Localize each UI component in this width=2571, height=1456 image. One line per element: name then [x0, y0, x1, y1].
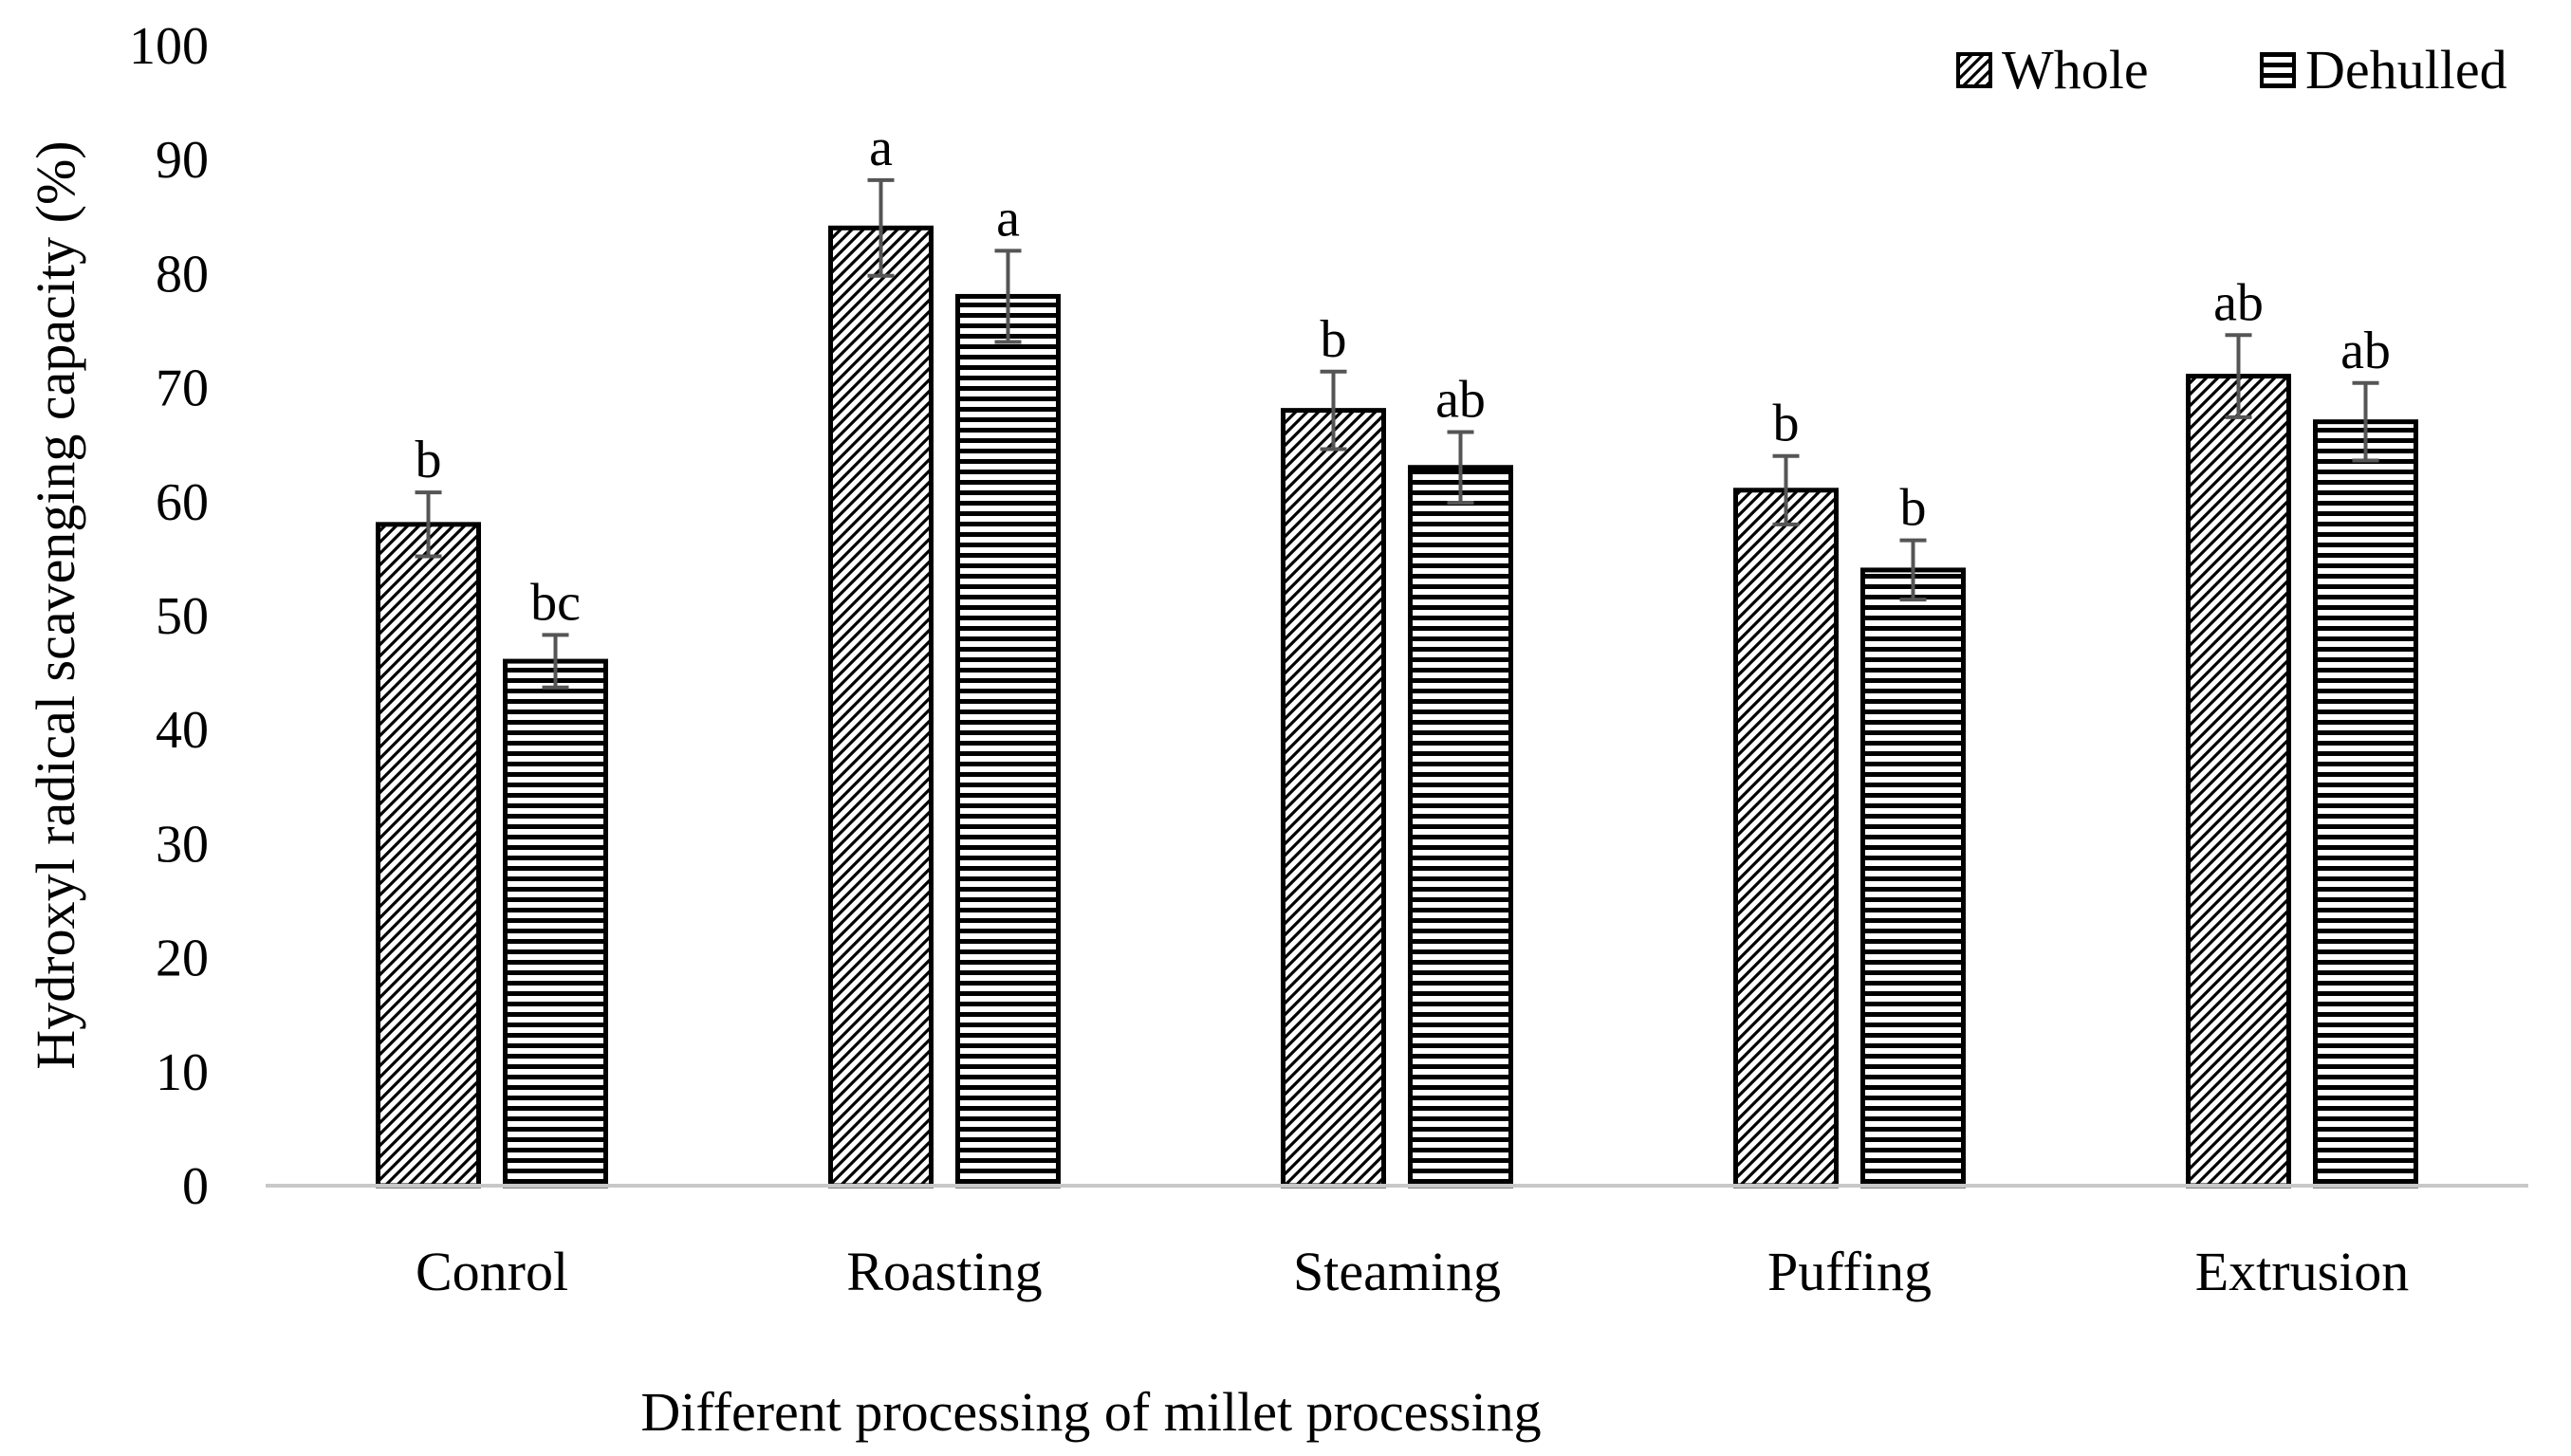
- bar-whole-conrol: [376, 522, 481, 1189]
- category-label-roasting: Roasting: [846, 1241, 1042, 1302]
- bar-whole-steaming: [1281, 408, 1386, 1189]
- significance-label-dehulled-puffing: b: [1900, 479, 1927, 538]
- y-tick-label-10: 10: [156, 1043, 209, 1102]
- y-tick-label-90: 90: [156, 131, 209, 190]
- bar-dehulled-extrusion: [2313, 419, 2418, 1189]
- legend-label-dehulled: Dehulled: [2305, 39, 2507, 101]
- bar-dehulled-conrol: [503, 658, 608, 1189]
- y-tick-label-20: 20: [156, 930, 209, 988]
- legend: Whole Dehulled: [1956, 39, 2507, 101]
- y-axis-ticks: 0 10 20 30 40 50 60 70 80 90 100: [129, 17, 209, 1216]
- x-axis-categories: Conrol Roasting Steaming Puffing Extrusion: [416, 1241, 2409, 1302]
- y-tick-label-0: 0: [182, 1157, 209, 1216]
- bar-whole-roasting: [828, 225, 934, 1189]
- significance-label-dehulled-steaming: ab: [1435, 370, 1486, 429]
- category-label-conrol: Conrol: [416, 1241, 568, 1302]
- error-bars-layer: [415, 177, 2379, 690]
- y-tick-label-70: 70: [156, 359, 209, 418]
- legend-label-whole: Whole: [2002, 39, 2149, 101]
- bar-dehulled-roasting: [955, 293, 1061, 1189]
- bar-dehulled-puffing: [1860, 567, 1966, 1189]
- y-tick-label-100: 100: [129, 17, 209, 76]
- legend-swatch-whole: [1956, 52, 1992, 88]
- bars-layer: [376, 225, 2418, 1189]
- significance-label-dehulled-extrusion: ab: [2340, 322, 2391, 380]
- y-tick-label-60: 60: [156, 473, 209, 532]
- significance-label-whole-conrol: b: [416, 431, 442, 489]
- y-tick-label-50: 50: [156, 587, 209, 646]
- y-tick-label-30: 30: [156, 815, 209, 874]
- y-tick-label-40: 40: [156, 701, 209, 760]
- significance-label-dehulled-conrol: bc: [530, 573, 581, 632]
- bar-whole-extrusion: [2186, 374, 2291, 1189]
- significance-label-whole-steaming: b: [1321, 310, 1347, 369]
- category-label-steaming: Steaming: [1293, 1241, 1501, 1302]
- y-tick-label-80: 80: [156, 245, 209, 304]
- significance-label-whole-extrusion: ab: [2213, 273, 2264, 332]
- x-axis-title: Different processing of millet processin…: [640, 1381, 1541, 1443]
- significance-label-whole-roasting: a: [869, 119, 893, 177]
- significance-label-whole-puffing: b: [1773, 395, 1800, 453]
- y-axis-title: Hydroxyl radical scavenging capacity (%): [25, 140, 86, 1069]
- bar-whole-puffing: [1733, 488, 1839, 1189]
- bar-dehulled-steaming: [1408, 465, 1513, 1189]
- category-label-extrusion: Extrusion: [2195, 1241, 2410, 1302]
- category-label-puffing: Puffing: [1767, 1241, 1932, 1302]
- legend-swatch-dehulled: [2260, 52, 2296, 88]
- significance-label-dehulled-roasting: a: [996, 189, 1020, 248]
